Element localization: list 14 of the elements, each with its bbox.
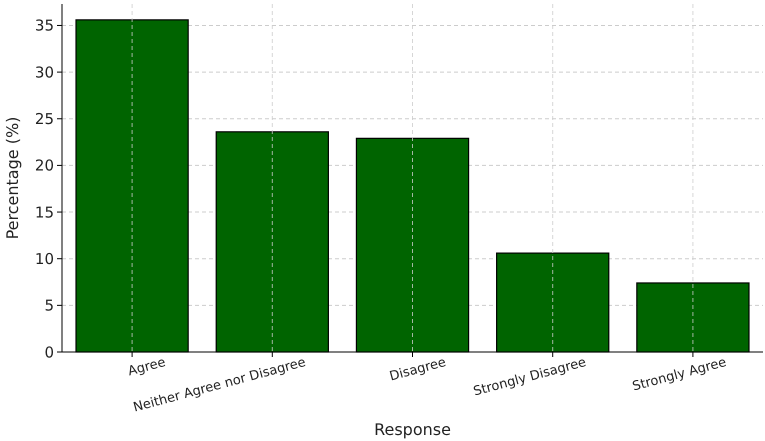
- y-tick-label: 30: [34, 63, 54, 82]
- y-tick-label: 15: [34, 203, 54, 222]
- x-axis-title: Response: [374, 420, 451, 439]
- y-tick-label: 35: [34, 16, 54, 35]
- x-tick-label: Agree: [126, 355, 168, 380]
- y-tick-label: 0: [44, 343, 54, 362]
- y-tick-label: 10: [34, 250, 54, 268]
- y-tick-label: 25: [34, 110, 54, 128]
- y-tick-label: 5: [44, 296, 54, 315]
- y-axis-title: Percentage (%): [3, 116, 22, 240]
- x-tick-label: Disagree: [388, 355, 448, 384]
- x-tick-label: Strongly Disagree: [472, 355, 588, 400]
- x-tick-label: Strongly Agree: [630, 355, 728, 394]
- y-tick-label: 20: [34, 156, 54, 175]
